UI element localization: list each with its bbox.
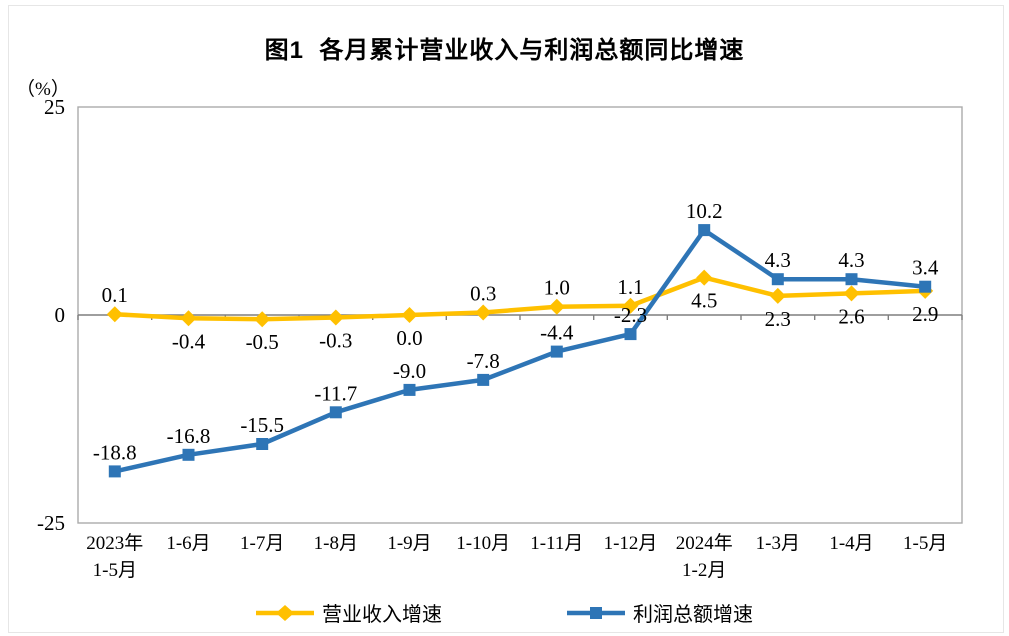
x-tick-label: 1-5月 bbox=[93, 560, 137, 581]
data-label: -16.8 bbox=[167, 424, 211, 448]
data-label: 4.3 bbox=[765, 248, 791, 272]
data-label: -7.8 bbox=[467, 349, 500, 373]
data-label: 0.3 bbox=[470, 282, 496, 306]
marker-square bbox=[698, 224, 711, 237]
marker-diamond bbox=[106, 306, 123, 323]
data-label: 4.5 bbox=[691, 289, 717, 313]
series-line-1 bbox=[114, 227, 926, 474]
x-tick-label: 1-6月 bbox=[166, 533, 210, 554]
marker-diamond bbox=[180, 310, 197, 327]
marker-diamond bbox=[843, 285, 860, 302]
x-tick-label: 1-12月 bbox=[604, 533, 658, 554]
marker-diamond bbox=[548, 298, 565, 315]
data-label: -0.5 bbox=[246, 330, 279, 354]
marker-square bbox=[182, 448, 195, 461]
data-label: 1.1 bbox=[617, 275, 643, 299]
data-label: -0.3 bbox=[319, 329, 352, 353]
marker-diamond bbox=[475, 304, 492, 321]
profit-series-swatch-icon bbox=[567, 605, 625, 621]
legend-item-profit: 利润总额增速 bbox=[567, 598, 753, 627]
marker-square bbox=[256, 438, 269, 450]
data-label: -2.3 bbox=[614, 303, 647, 327]
marker-square bbox=[771, 273, 784, 286]
chart-title: 图1 各月累计营业收入与利润总额同比增速 bbox=[264, 37, 745, 64]
y-axis-unit-label: （%） bbox=[16, 79, 70, 100]
data-label: 2.3 bbox=[765, 307, 791, 331]
marker-diamond bbox=[254, 311, 271, 328]
data-label: 0.1 bbox=[102, 283, 128, 307]
marker-square bbox=[477, 373, 490, 386]
marker-square bbox=[329, 406, 342, 419]
x-tick-label: 2023年 bbox=[86, 532, 143, 554]
plot-area: 25 0 -25 2023年 1-5月 1-6月 1-7月 1-8月 1-9月 1-10月 1-11… bbox=[37, 95, 963, 581]
marker-diamond bbox=[696, 269, 713, 286]
data-label: 4.3 bbox=[838, 248, 864, 272]
data-label: -18.8 bbox=[93, 440, 137, 464]
marker-square bbox=[108, 465, 121, 478]
data-label: 1.0 bbox=[544, 276, 570, 300]
data-label: 0.0 bbox=[396, 326, 422, 350]
y-tick-label: 25 bbox=[44, 95, 65, 119]
data-label: 3.4 bbox=[912, 256, 939, 280]
y-tick-label: 0 bbox=[55, 303, 66, 327]
data-label: -11.7 bbox=[314, 381, 357, 405]
marker-square bbox=[550, 345, 563, 358]
marker-diamond bbox=[622, 297, 639, 314]
marker-diamond bbox=[769, 287, 786, 304]
x-tick-label: 1-3月 bbox=[756, 533, 800, 554]
x-tick-label: 1-2月 bbox=[682, 560, 726, 581]
data-label: 2.6 bbox=[838, 304, 864, 328]
marker-diamond bbox=[327, 309, 344, 326]
legend-label-revenue: 营业收入增速 bbox=[322, 604, 442, 626]
legend-item-revenue: 营业收入增速 bbox=[256, 598, 442, 627]
data-label: 2.9 bbox=[912, 302, 938, 326]
marker-square bbox=[919, 280, 932, 293]
marker-diamond bbox=[401, 307, 418, 323]
data-label: -9.0 bbox=[393, 359, 426, 383]
data-label: -4.4 bbox=[540, 321, 574, 345]
legend: 营业收入增速 利润总额增速 bbox=[0, 598, 1009, 627]
revenue-series-swatch-icon bbox=[256, 604, 314, 621]
x-tick-label: 1-9月 bbox=[387, 533, 431, 554]
marker-square bbox=[845, 273, 858, 286]
x-tick-label: 1-4月 bbox=[829, 533, 873, 554]
marker-square bbox=[403, 383, 416, 396]
data-label: 10.2 bbox=[686, 199, 723, 223]
x-tick-label: 1-7月 bbox=[240, 533, 284, 554]
marker-square bbox=[624, 328, 637, 341]
data-label: -15.5 bbox=[240, 413, 284, 437]
x-tick-label: 1-5月 bbox=[903, 533, 947, 554]
series-line-0 bbox=[114, 275, 926, 322]
x-tick-label: 1-8月 bbox=[314, 533, 358, 554]
legend-label-profit: 利润总额增速 bbox=[633, 604, 753, 626]
x-tick-label: 2024年 bbox=[676, 532, 733, 554]
x-tick-label: 1-10月 bbox=[456, 533, 510, 554]
y-tick-label: -25 bbox=[37, 511, 65, 535]
data-label: -0.4 bbox=[172, 329, 206, 353]
x-tick-label: 1-11月 bbox=[530, 533, 583, 554]
